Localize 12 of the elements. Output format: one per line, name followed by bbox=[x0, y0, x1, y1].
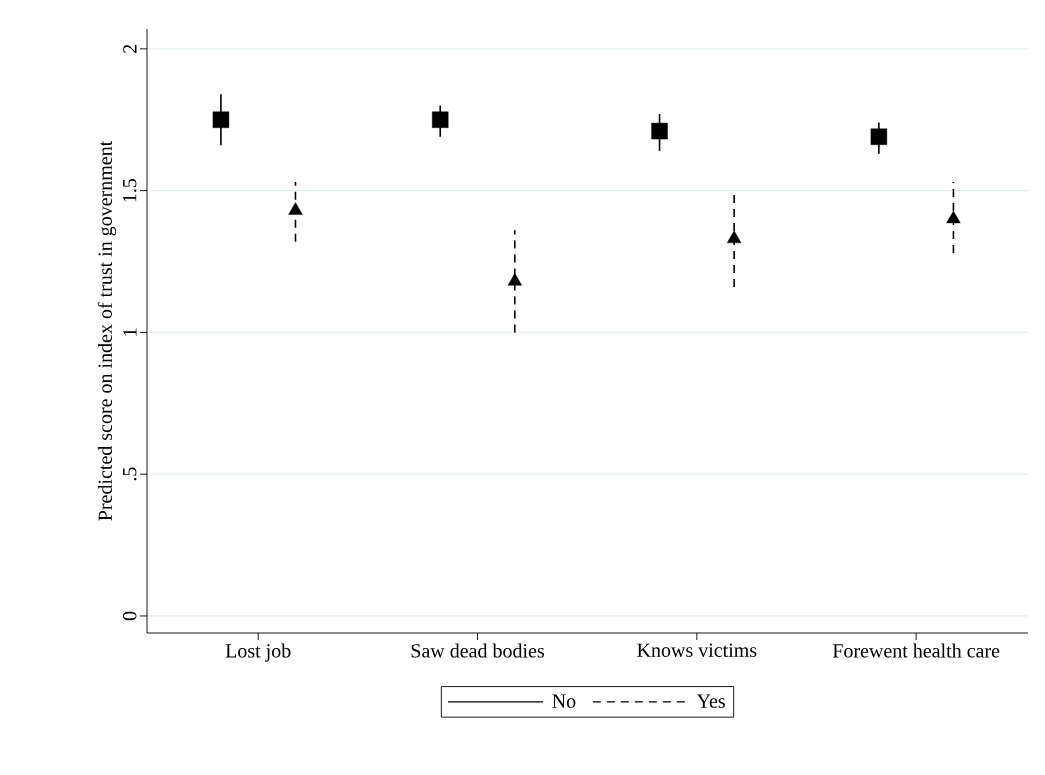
y-tick-label: .5 bbox=[123, 467, 137, 481]
y-tick-label: 1.5 bbox=[122, 178, 137, 202]
y-tick-label: 0 bbox=[122, 611, 137, 621]
y-tick-label: 2 bbox=[123, 44, 137, 53]
y-axis-title: Predicted score on index of trust in government bbox=[97, 140, 117, 521]
x-tick-label: Lost job bbox=[225, 643, 291, 662]
x-tick-label: Saw dead bodies bbox=[411, 643, 544, 658]
y-tick-label: 1 bbox=[123, 328, 137, 336]
legend-label: Yes bbox=[696, 694, 725, 708]
legend-label: No bbox=[552, 694, 576, 708]
x-tick-label: Forewent health care bbox=[832, 643, 1000, 658]
x-tick-label: Knows victims bbox=[637, 643, 757, 657]
